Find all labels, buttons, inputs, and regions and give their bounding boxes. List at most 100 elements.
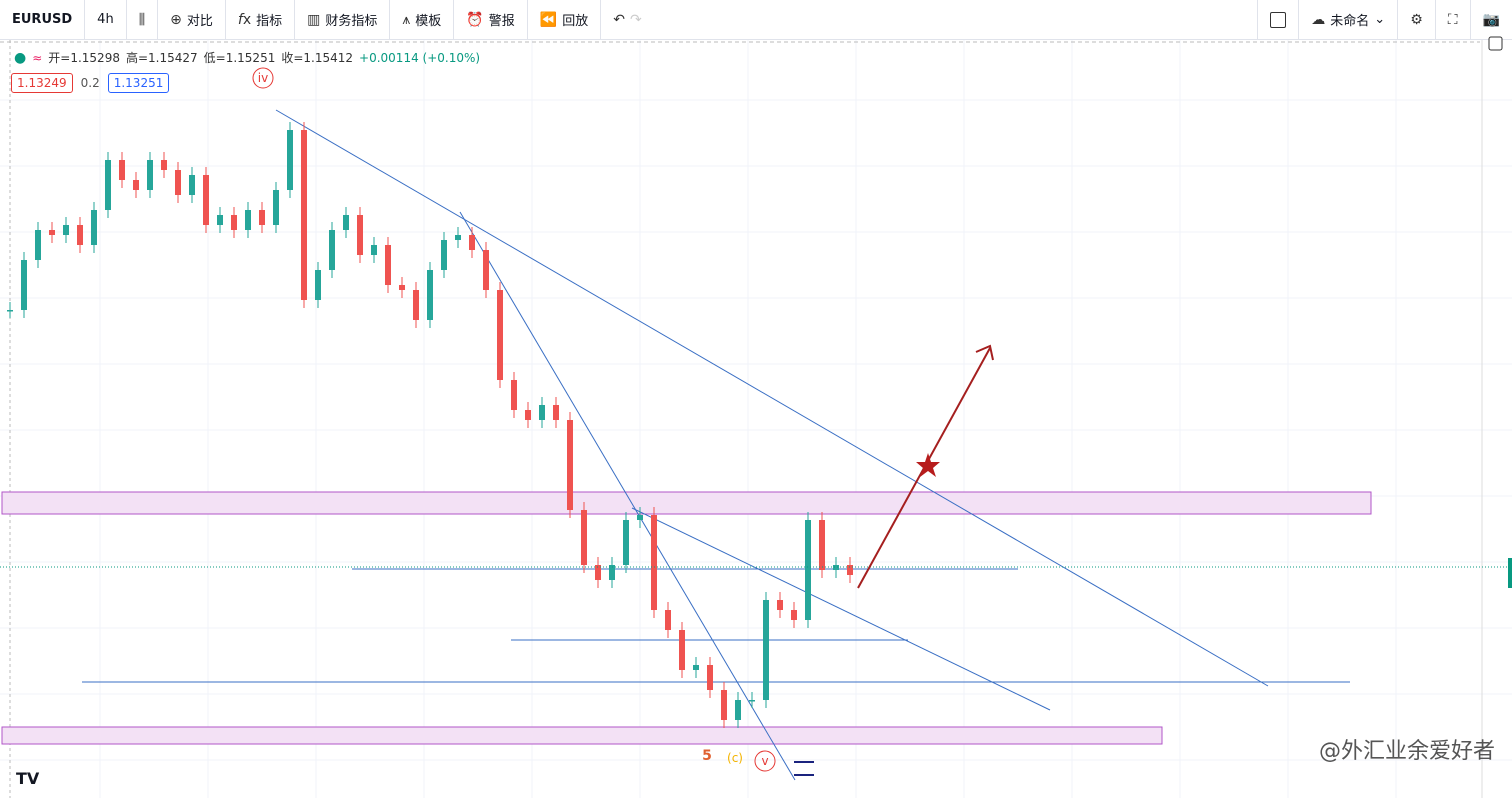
star <box>916 453 940 477</box>
indicators[interactable]: fx 指标 <box>226 0 296 40</box>
indicators-text: 指标 <box>256 14 283 29</box>
candle-body <box>385 245 391 285</box>
candle-body <box>35 230 41 260</box>
candle-body <box>581 510 587 565</box>
settings[interactable]: ⚙ <box>1398 0 1436 40</box>
candle-body <box>833 565 839 570</box>
wave-label: v <box>761 754 768 768</box>
bid[interactable]: 1.13249 <box>11 73 73 93</box>
candle-body <box>343 215 349 230</box>
ask[interactable]: 1.13251 <box>107 73 170 93</box>
candle-body <box>413 290 419 320</box>
candle-body <box>441 240 447 270</box>
wave-label: iv <box>258 71 268 85</box>
add-button[interactable] <box>1488 36 1503 51</box>
candle-body <box>749 700 755 702</box>
change: +0.00114 (+0.10%) <box>359 50 481 65</box>
candle-body <box>259 210 265 225</box>
templates-text: 模板 <box>415 14 442 29</box>
candle-body <box>651 515 657 610</box>
candle-body <box>399 285 405 290</box>
low: 低=1.15251 <box>203 51 276 65</box>
fullscreen[interactable]: ⛶ <box>1436 0 1471 40</box>
wave-label: 5 <box>702 748 712 764</box>
toolbar: EURUSD 4h ⫼ ⊕ 对比 fx 指标 ▥ 财务指标 ⩚ 模板 ⏰ 警报 ⏪ 回放 ↶… <box>0 0 1512 40</box>
replay[interactable]: ⏪ 回放 <box>528 0 602 40</box>
layout-box[interactable] <box>1257 0 1300 40</box>
symbol[interactable]: EURUSD <box>0 0 86 40</box>
legend: ● ≈ 开=1.15298 高=1.15427 低=1.15251 收=1.154… <box>14 49 481 66</box>
financials[interactable]: ▥ 财务指标 <box>295 0 391 40</box>
layout-name-text: 未命名 <box>1330 14 1370 29</box>
candle-body <box>819 520 825 570</box>
financials-text: 财务指标 <box>325 14 378 29</box>
candle-body <box>539 405 545 420</box>
candle-body <box>497 290 503 380</box>
candle-body <box>665 610 671 630</box>
candle-body <box>119 160 125 180</box>
candle-body <box>189 175 195 195</box>
candle-body <box>511 380 517 410</box>
candle-body <box>7 310 13 312</box>
support-zone <box>1 726 1163 745</box>
candle-body <box>567 420 573 510</box>
candle-body <box>693 665 699 670</box>
candle-body <box>805 520 811 620</box>
arrow-head <box>975 344 994 361</box>
candle-body <box>763 600 769 700</box>
candle-body <box>161 160 167 170</box>
alerts-text: 警报 <box>488 14 515 29</box>
candle-body <box>329 230 335 270</box>
candle-body <box>49 230 55 235</box>
candle-body <box>287 130 293 190</box>
candle-body <box>777 600 783 610</box>
candle-body <box>357 215 363 255</box>
candle-body <box>105 160 111 210</box>
candle-body <box>623 520 629 565</box>
open: 开=1.15298 <box>48 51 120 65</box>
candle-body <box>77 225 83 245</box>
quote: 1.13249 0.2 1.13251 <box>11 73 170 93</box>
spread: 0.2 <box>80 76 100 90</box>
candle-body <box>735 700 741 720</box>
candle-body <box>553 405 559 420</box>
undo-redo[interactable]: ↶ ↷ <box>613 11 642 28</box>
candle-body <box>637 515 643 520</box>
candle-body <box>483 250 489 290</box>
candle-body <box>147 160 153 190</box>
alerts[interactable]: ⏰ 警报 <box>454 0 528 40</box>
high: 高=1.15427 <box>125 51 198 65</box>
candle-body <box>217 215 223 225</box>
templates[interactable]: ⩚ 模板 <box>390 0 455 40</box>
interval[interactable]: 4h <box>85 0 127 40</box>
candle-body <box>679 630 685 670</box>
wave-circle <box>252 67 274 89</box>
candle-body <box>175 170 181 195</box>
compare[interactable]: ⊕ 对比 <box>158 0 226 40</box>
chart-type[interactable]: ⫼ <box>127 0 159 40</box>
candle-body <box>133 180 139 190</box>
candles <box>7 122 853 728</box>
candle-body <box>315 270 321 300</box>
candle-body <box>21 260 27 310</box>
wave-circle <box>754 750 776 772</box>
candle-body <box>609 565 615 580</box>
tv-logo: TV <box>16 769 40 788</box>
watermark: @外汇业余爱好者 <box>1319 739 1495 764</box>
candle-body <box>273 190 279 225</box>
grid <box>0 40 1512 798</box>
snapshot[interactable]: 📷 <box>1482 11 1500 28</box>
candle-body <box>203 175 209 225</box>
candle-body <box>91 210 97 245</box>
candle-body <box>245 210 251 230</box>
last-price-tag <box>1508 558 1512 588</box>
replay-text: 回放 <box>562 14 589 29</box>
layout-name[interactable]: ☁ 未命名 ⌄ <box>1299 0 1399 40</box>
symbol-text: EURUSD <box>12 12 73 27</box>
candle-body <box>791 610 797 620</box>
candle-body <box>427 270 433 320</box>
candle-body <box>455 235 461 240</box>
candle-body <box>595 565 601 580</box>
candle-body <box>301 130 307 300</box>
